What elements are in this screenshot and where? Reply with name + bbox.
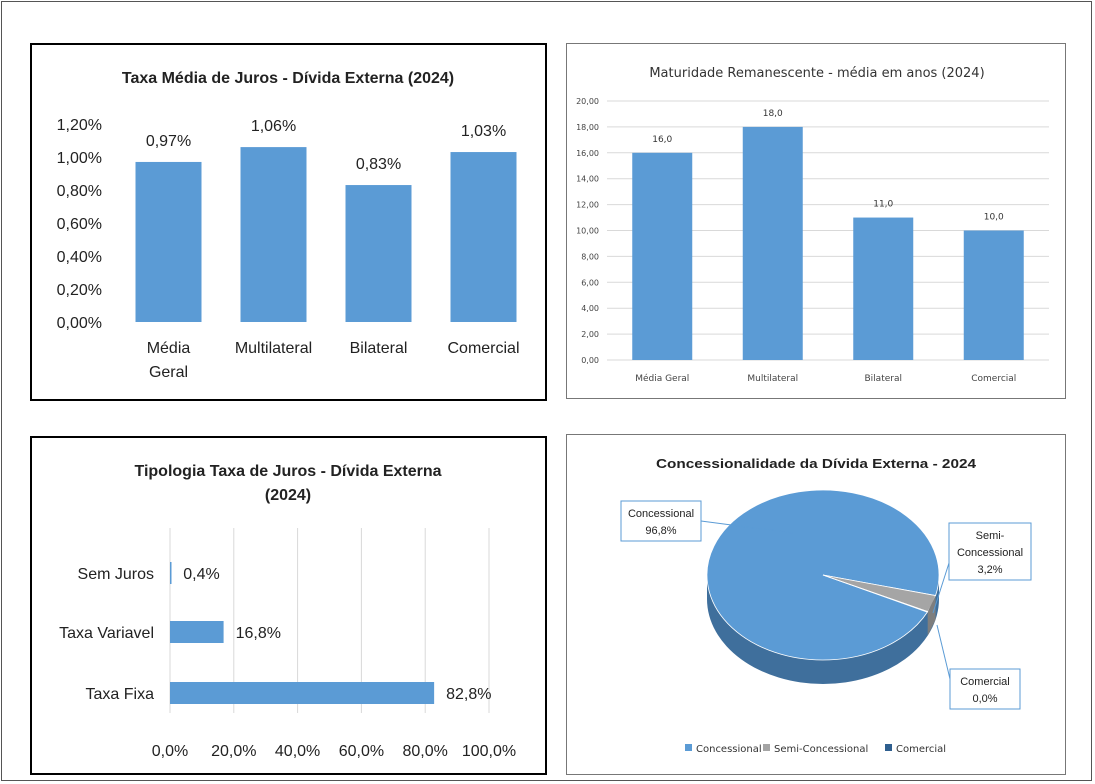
y-tick-label: 10,00 bbox=[576, 227, 599, 236]
pie-slice bbox=[822, 574, 929, 613]
chart-title-line-1: Tipologia Taxa de Juros - Dívida Externa bbox=[134, 463, 441, 480]
chart-title: Maturidade Remanescente - média em anos … bbox=[649, 66, 984, 81]
y-tick-label: 6,00 bbox=[581, 278, 599, 287]
legend-swatch bbox=[885, 744, 892, 751]
data-label: 1,03% bbox=[461, 123, 506, 140]
bar bbox=[632, 152, 693, 360]
y-tick-label: 18,00 bbox=[576, 123, 599, 132]
bar bbox=[170, 682, 435, 704]
x-tick-label: 0,0% bbox=[152, 743, 188, 760]
y-tick-label: 0,00 bbox=[581, 356, 599, 365]
y-tick-label: 0,60% bbox=[57, 216, 102, 233]
category-label: Média bbox=[147, 340, 191, 357]
data-label: 0,97% bbox=[146, 133, 191, 150]
category-label: Taxa Fixa bbox=[86, 686, 155, 703]
y-tick-label: 1,20% bbox=[57, 117, 102, 134]
category-label: Comercial bbox=[447, 340, 519, 357]
legend-swatch bbox=[685, 744, 692, 751]
legend-label: Semi-Concessional bbox=[774, 744, 868, 755]
data-label: 82,8% bbox=[446, 686, 491, 703]
data-label: 11,0 bbox=[873, 200, 893, 210]
callout-text: Semi- bbox=[976, 530, 1005, 542]
y-tick-label: 12,00 bbox=[576, 201, 599, 210]
y-tick-label: 0,40% bbox=[57, 249, 102, 266]
bar bbox=[853, 217, 914, 360]
callout-text: 96,8% bbox=[645, 525, 676, 537]
legend-label: Comercial bbox=[896, 744, 946, 755]
callout-box bbox=[620, 500, 702, 542]
chart-avg-interest-rate-svg: Taxa Média de Juros - Dívida Externa (20… bbox=[57, 70, 520, 381]
bar bbox=[170, 621, 224, 643]
chart-remaining-maturity-svg: Maturidade Remanescente - média em anos … bbox=[576, 66, 1049, 384]
callout-text: 0,0% bbox=[972, 693, 997, 705]
pie-slice-side bbox=[927, 595, 936, 636]
y-tick-label: 0,00% bbox=[57, 315, 102, 332]
chart-title-line-2: (2024) bbox=[265, 487, 311, 504]
x-tick-label: 100,0% bbox=[462, 743, 516, 760]
legend-label: Concessional bbox=[696, 744, 762, 755]
chart-interest-type-svg: Tipologia Taxa de Juros - Dívida Externa… bbox=[59, 463, 516, 760]
bar bbox=[742, 126, 803, 361]
x-tick-label: 20,0% bbox=[211, 743, 256, 760]
chart-avg-interest-rate: Taxa Média de Juros - Dívida Externa (20… bbox=[30, 43, 547, 401]
category-label: Taxa Variavel bbox=[59, 625, 154, 642]
y-tick-label: 1,00% bbox=[57, 150, 102, 167]
category-label: Bilateral bbox=[865, 374, 902, 384]
callout-box bbox=[949, 668, 1021, 710]
callout-box bbox=[948, 522, 1032, 581]
x-tick-label: 60,0% bbox=[339, 743, 384, 760]
x-tick-label: 40,0% bbox=[275, 743, 320, 760]
pie-side-wall bbox=[707, 575, 939, 684]
category-label: Sem Juros bbox=[78, 566, 154, 583]
y-tick-label: 14,00 bbox=[576, 175, 599, 184]
chart-concessionality: Concessionalidade da Dívida Externa - 20… bbox=[566, 434, 1066, 775]
y-tick-label: 2,00 bbox=[581, 330, 599, 339]
data-label: 10,0 bbox=[984, 213, 1004, 223]
bar bbox=[450, 152, 517, 322]
callout-text: 3,2% bbox=[977, 564, 1002, 576]
y-tick-label: 8,00 bbox=[581, 252, 599, 261]
category-label: Geral bbox=[149, 364, 188, 381]
callout-text: Concessional bbox=[628, 508, 694, 520]
data-label: 0,4% bbox=[183, 566, 219, 583]
bar bbox=[240, 147, 307, 322]
callout-text: Concessional bbox=[957, 547, 1023, 559]
bar bbox=[963, 230, 1024, 360]
bar bbox=[135, 161, 202, 322]
data-label: 16,0 bbox=[652, 135, 672, 145]
bar bbox=[170, 562, 172, 584]
data-label: 18,0 bbox=[763, 109, 783, 119]
callout-leader bbox=[932, 562, 950, 614]
legend-swatch bbox=[763, 744, 770, 751]
callout-text: Comercial bbox=[960, 676, 1010, 688]
chart-concessionality-svg: Concessionalidade da Dívida Externa - 20… bbox=[620, 456, 1032, 755]
chart-interest-type: Tipologia Taxa de Juros - Dívida Externa… bbox=[30, 436, 547, 775]
x-tick-label: 80,0% bbox=[403, 743, 448, 760]
data-label: 0,83% bbox=[356, 156, 401, 173]
chart-remaining-maturity: Maturidade Remanescente - média em anos … bbox=[566, 43, 1066, 399]
y-tick-label: 0,20% bbox=[57, 282, 102, 299]
category-label: Bilateral bbox=[350, 340, 408, 357]
data-label: 1,06% bbox=[251, 118, 296, 135]
category-label: Comercial bbox=[971, 374, 1016, 384]
chart-title: Taxa Média de Juros - Dívida Externa (20… bbox=[122, 70, 454, 87]
y-tick-label: 20,00 bbox=[576, 97, 599, 106]
y-tick-label: 0,80% bbox=[57, 183, 102, 200]
y-tick-label: 16,00 bbox=[576, 149, 599, 158]
chart-title: Concessionalidade da Dívida Externa - 20… bbox=[656, 456, 977, 471]
y-tick-label: 4,00 bbox=[581, 304, 599, 313]
category-label: Multilateral bbox=[747, 374, 798, 384]
category-label: Multilateral bbox=[235, 340, 312, 357]
callout-leader bbox=[936, 624, 951, 680]
bar bbox=[345, 185, 412, 322]
callout-leader bbox=[700, 520, 794, 534]
category-label: Média Geral bbox=[635, 373, 689, 384]
data-label: 16,8% bbox=[236, 625, 281, 642]
